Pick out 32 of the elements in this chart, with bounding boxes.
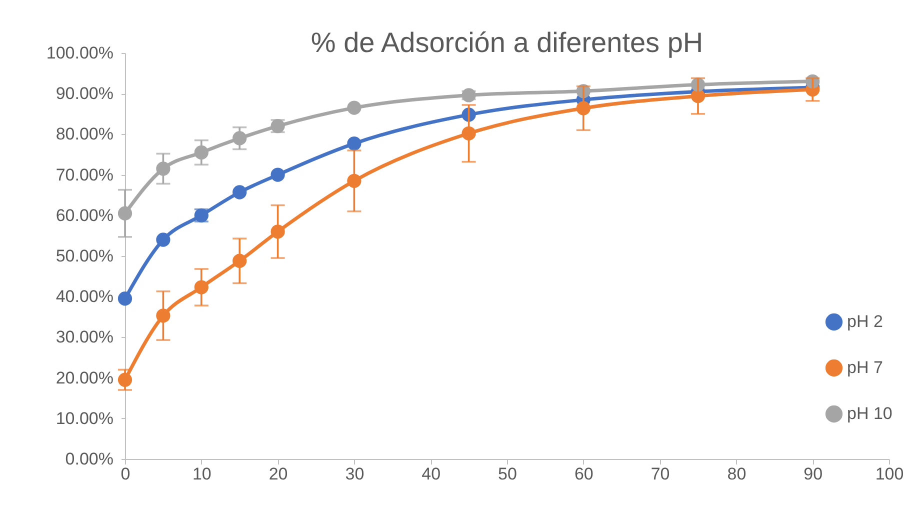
x-tick-label: 50	[498, 464, 517, 484]
legend-label: pH 7	[847, 358, 883, 377]
x-tick-label: 10	[192, 464, 212, 484]
x-tick-label: 80	[727, 464, 746, 484]
x-tick-label: 90	[804, 464, 823, 484]
x-tick-label: 60	[574, 464, 594, 484]
y-tick-label: 40.00%	[56, 287, 114, 306]
legend-label: pH 2	[847, 312, 883, 331]
y-tick-label: 0.00%	[65, 450, 114, 468]
point	[347, 136, 362, 151]
x-tick-label: 20	[268, 464, 288, 484]
point	[270, 168, 285, 182]
x-tick-label: 0	[120, 464, 130, 484]
y-tick-label: 100.00%	[46, 44, 114, 62]
y-tick-label: 90.00%	[56, 84, 114, 104]
point	[347, 100, 362, 115]
x-tick-label: 70	[650, 464, 670, 484]
point	[232, 185, 247, 200]
y-tick-label: 10.00%	[56, 408, 114, 428]
chart-title: % de Adsorción a diferentes pH	[310, 27, 704, 58]
point	[118, 292, 132, 306]
point	[156, 232, 170, 247]
y-tick-label: 70.00%	[56, 165, 114, 184]
y-tick-label: 60.00%	[56, 206, 114, 225]
y-tick-label: 50.00%	[56, 246, 114, 266]
x-tick-label: 30	[345, 464, 364, 484]
y-tick-label: 20.00%	[56, 368, 114, 388]
y-tick-label: 30.00%	[56, 328, 114, 347]
x-tick-label: 40	[422, 464, 441, 484]
x-tick-label: 100	[875, 464, 904, 484]
legend-label: pH 10	[847, 404, 892, 423]
y-tick-label: 80.00%	[56, 124, 114, 144]
